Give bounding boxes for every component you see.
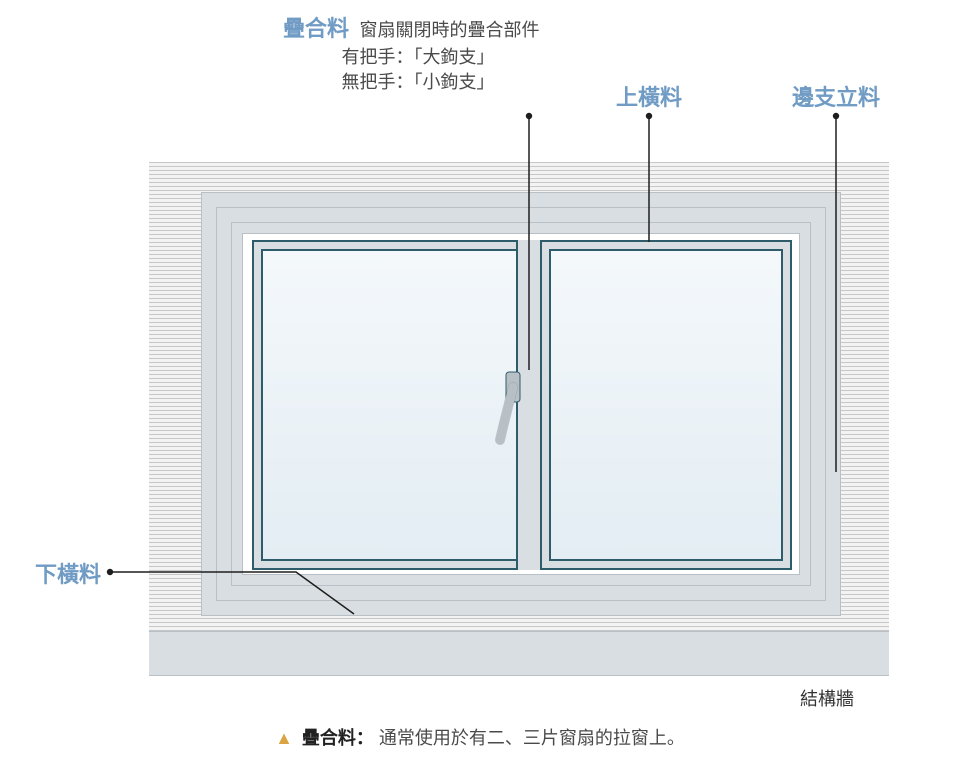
- label-overlap-desc0: 窗扇關閉時的疊合部件: [359, 20, 539, 40]
- caption-rest: 通常使用於有二、三片窗扇的拉窗上。: [379, 728, 685, 748]
- handle-icon: [500, 372, 540, 472]
- label-top-rail: 上橫料: [616, 83, 682, 114]
- label-wall-text: 結構牆: [800, 689, 854, 709]
- left-glass: [261, 249, 523, 561]
- caption-triangle-icon: ▲: [275, 728, 293, 748]
- caption-strong: 疊合料：: [302, 728, 374, 748]
- label-side-jamb-title: 邊支立料: [792, 85, 880, 110]
- label-overlap-desc2: 無把手：「小鉤支」: [341, 72, 494, 92]
- label-bottom-rail-title: 下橫料: [35, 562, 101, 587]
- label-bottom-rail: 下橫料: [35, 560, 101, 591]
- label-overlap-desc1: 有把手：「大鉤支」: [341, 47, 494, 67]
- caption: ▲ 疊合料： 通常使用於有二、三片窗扇的拉窗上。: [0, 724, 960, 750]
- window-sill: [149, 631, 889, 676]
- right-glass: [549, 249, 783, 561]
- label-top-rail-title: 上橫料: [616, 85, 682, 110]
- label-side-jamb: 邊支立料: [792, 83, 880, 114]
- label-wall: 結構牆: [800, 685, 854, 713]
- label-overlap-title: 疊合料: [283, 16, 349, 41]
- diagram-stage: 疊合料 窗扇關閉時的疊合部件 疊合料 有把手：「大鉤支」 疊合料 無把手：「小鉤…: [0, 0, 960, 763]
- label-overlap: 疊合料 窗扇關閉時的疊合部件 疊合料 有把手：「大鉤支」 疊合料 無把手：「小鉤…: [283, 14, 539, 96]
